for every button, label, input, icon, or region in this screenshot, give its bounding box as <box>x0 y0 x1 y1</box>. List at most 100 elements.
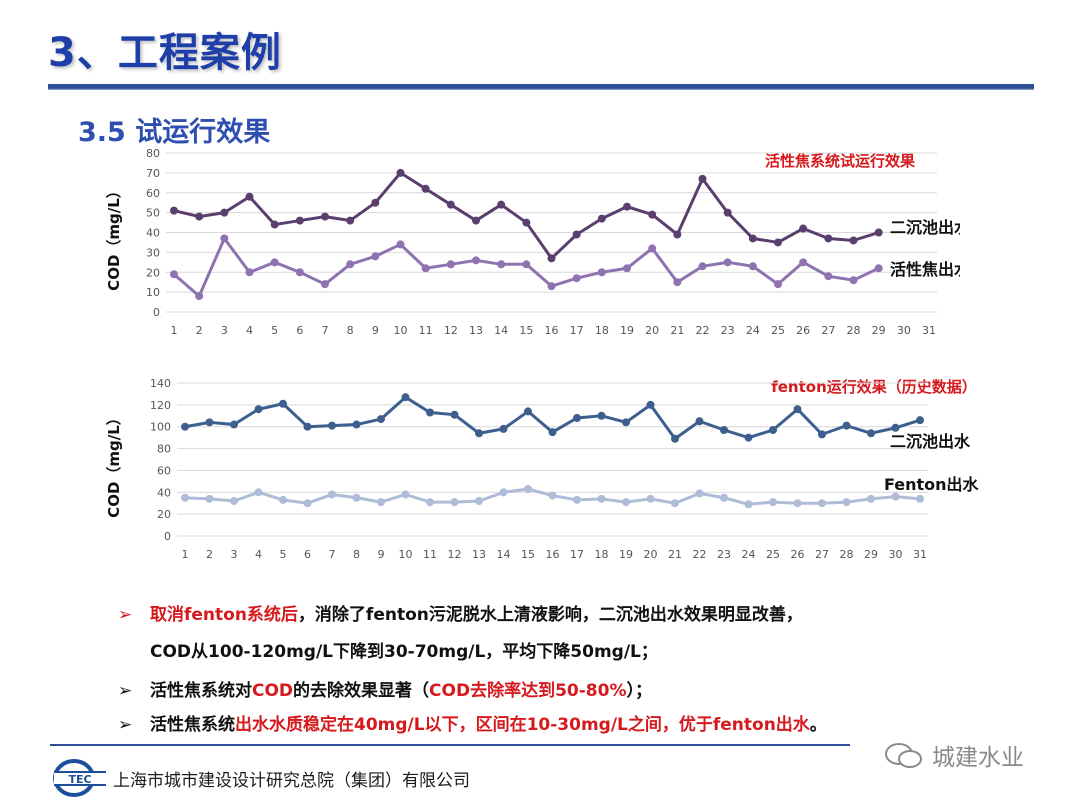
y-tick-label: 0 <box>164 530 171 543</box>
data-point <box>597 214 606 223</box>
x-tick-label: 3 <box>221 324 228 337</box>
x-tick-label: 4 <box>255 548 262 561</box>
data-point <box>698 262 707 271</box>
watermark-text: 城建水业 <box>932 745 1024 771</box>
data-point <box>824 272 833 281</box>
x-tick-label: 31 <box>922 324 936 337</box>
company-name: 上海市城市建设设计研究总院（集团）有限公司 <box>113 771 470 791</box>
x-tick-label: 17 <box>570 324 584 337</box>
x-tick-label: 8 <box>353 548 360 561</box>
x-tick-label: 20 <box>644 548 658 561</box>
data-point <box>874 264 883 273</box>
data-point <box>793 405 802 414</box>
series-line <box>173 171 880 260</box>
y-tick-label: 60 <box>157 464 171 477</box>
y-tick-label: 20 <box>157 508 171 521</box>
footer-divider <box>50 744 850 746</box>
data-point <box>648 244 657 253</box>
data-point <box>573 413 581 422</box>
data-point <box>328 421 336 430</box>
data-point <box>891 492 900 501</box>
data-point <box>720 425 728 434</box>
data-point <box>279 495 287 504</box>
bullet-highlight: 出水水质稳定在40mg/L以下，区间在10-30mg/L之间，优于fenton出… <box>235 715 810 735</box>
y-tick-label: 50 <box>146 207 160 220</box>
data-point <box>744 500 753 509</box>
data-point <box>842 498 851 507</box>
data-point <box>499 488 508 497</box>
x-tick-label: 30 <box>889 548 903 561</box>
data-point <box>842 421 851 430</box>
x-tick-label: 13 <box>472 548 486 561</box>
x-tick-label: 5 <box>271 324 278 337</box>
data-point <box>723 208 732 217</box>
data-point <box>548 491 557 500</box>
data-point <box>426 498 434 507</box>
data-point <box>475 429 483 438</box>
data-point <box>793 499 802 508</box>
data-point <box>522 260 531 269</box>
data-point <box>646 494 655 503</box>
data-point <box>547 254 556 263</box>
x-tick-label: 21 <box>670 324 684 337</box>
title-divider <box>48 84 1034 90</box>
data-point <box>450 498 459 507</box>
chart-title: fenton运行效果（历史数据） <box>771 378 977 396</box>
y-tick-label: 120 <box>150 399 171 412</box>
data-point <box>346 260 355 269</box>
data-point <box>572 230 581 239</box>
data-point <box>547 282 556 291</box>
data-point <box>371 198 380 207</box>
data-point <box>377 498 385 507</box>
data-point <box>195 292 204 301</box>
y-tick-label: 140 <box>150 377 171 390</box>
y-tick-label: 70 <box>146 167 160 180</box>
data-point <box>673 278 682 287</box>
data-point <box>396 240 405 249</box>
bullet-text: ，消除了fenton污泥脱水上清液影响，二沉池出水效果明显改善， <box>297 605 803 625</box>
data-point <box>799 258 808 267</box>
data-point <box>849 236 858 245</box>
data-point <box>524 485 532 494</box>
x-tick-label: 22 <box>693 548 707 561</box>
data-point <box>799 224 808 233</box>
wechat-icon <box>884 741 924 777</box>
data-point <box>744 433 753 442</box>
data-point <box>328 490 336 499</box>
x-tick-label: 19 <box>619 548 633 561</box>
section-subtitle: 3.5 试运行效果 <box>78 117 271 148</box>
bullet-text: 。 <box>809 715 827 735</box>
data-point <box>597 411 606 420</box>
x-tick-label: 6 <box>296 324 303 337</box>
x-tick-label: 16 <box>545 324 559 337</box>
x-tick-label: 5 <box>280 548 287 561</box>
data-point <box>450 410 459 419</box>
x-tick-label: 12 <box>444 324 458 337</box>
data-point <box>748 234 757 243</box>
data-point <box>377 415 385 424</box>
x-tick-label: 14 <box>497 548 511 561</box>
data-point <box>499 424 508 433</box>
x-tick-label: 25 <box>766 548 780 561</box>
data-point <box>597 494 606 503</box>
data-point <box>695 489 704 498</box>
data-point <box>421 184 430 193</box>
x-tick-label: 20 <box>645 324 659 337</box>
data-point <box>472 216 480 225</box>
data-point <box>352 493 361 502</box>
data-point <box>245 268 254 277</box>
data-point <box>623 202 631 211</box>
y-tick-label: 80 <box>146 147 160 160</box>
data-point <box>371 252 380 261</box>
data-point <box>170 270 178 279</box>
data-point <box>321 212 329 221</box>
data-point <box>648 210 657 219</box>
data-point <box>254 488 263 497</box>
x-tick-label: 7 <box>329 548 336 561</box>
x-tick-label: 16 <box>546 548 560 561</box>
x-tick-label: 26 <box>791 548 805 561</box>
company-logo: TEC <box>53 759 106 797</box>
data-point <box>279 399 287 408</box>
bullet-1: ➢ 取消fenton系统后，消除了fenton污泥脱水上清液影响，二沉池出水效果明… <box>118 600 803 625</box>
